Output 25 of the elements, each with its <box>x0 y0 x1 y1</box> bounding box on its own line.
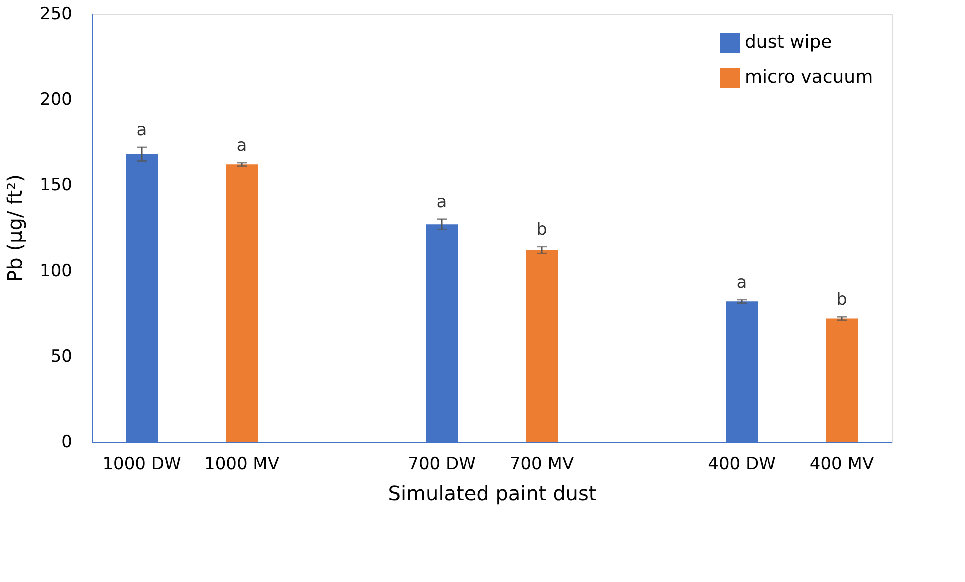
annotation: a <box>736 272 748 293</box>
annotation: a <box>136 120 148 141</box>
y-axis-title: Pb (µg/ ft²) <box>3 174 28 282</box>
x-tick-label: 400 MV <box>810 454 874 474</box>
x-tick-label: 400 DW <box>708 454 776 474</box>
y-tick-label: 100 <box>40 261 72 282</box>
x-tick-label: 1000 DW <box>102 454 182 474</box>
x-tick-label: 700 DW <box>408 454 476 474</box>
y-tick-label: 200 <box>40 90 72 110</box>
legend-label: dust wipe <box>745 32 832 53</box>
bar <box>526 250 558 442</box>
x-axis-title: Simulated paint dust <box>388 482 597 506</box>
annotation: a <box>436 192 448 212</box>
annotation: b <box>836 290 848 310</box>
annotation: a <box>236 136 248 156</box>
legend-label: micro vacuum <box>745 67 874 88</box>
x-tick-label: 700 MV <box>510 454 574 474</box>
x-tick-label: 1000 MV <box>204 454 280 474</box>
annotation: b <box>536 220 548 240</box>
y-tick-label: 0 <box>62 432 72 452</box>
bar <box>226 164 258 442</box>
y-tick-label: 50 <box>50 346 72 367</box>
y-tick-label: 150 <box>40 176 72 196</box>
y-tick-label: 250 <box>40 4 72 24</box>
bar <box>826 318 858 442</box>
